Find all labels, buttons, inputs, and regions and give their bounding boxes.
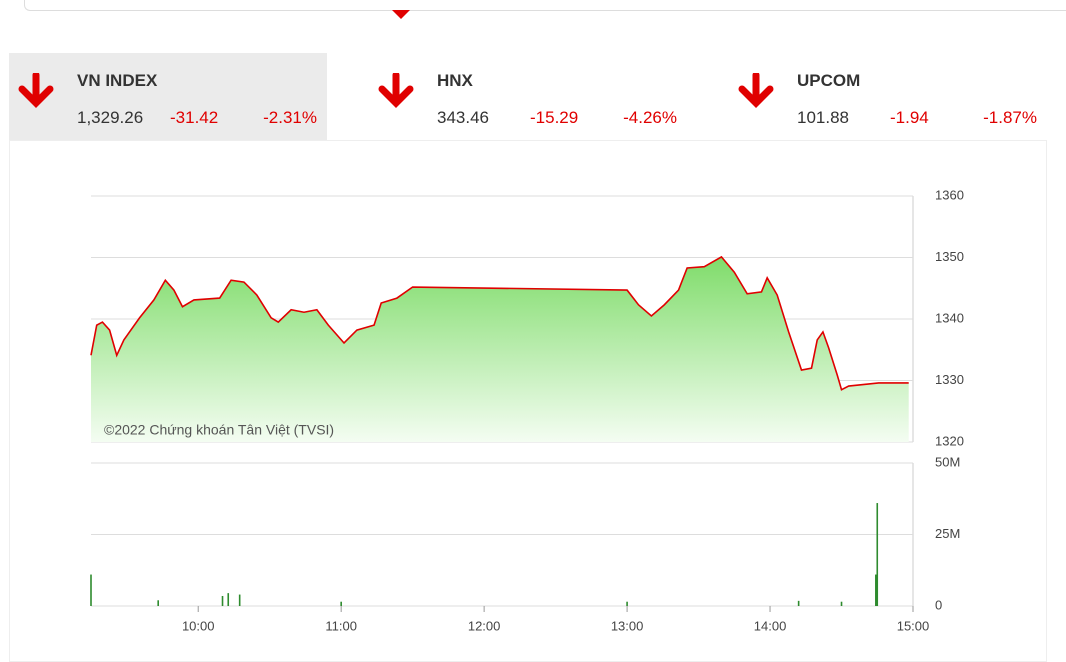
index-tile[interactable]: HNX 343.46 -15.29 -4.26%: [369, 53, 687, 140]
volume-bar: [340, 601, 342, 606]
index-percent: -1.87%: [983, 108, 1037, 127]
x-tick-label: 11:00: [325, 618, 357, 633]
x-tick-label: 15:00: [897, 618, 930, 633]
y-tick-label: 1330: [935, 372, 964, 387]
volume-bar: [221, 595, 224, 606]
index-values: 343.46 -15.29 -4.26%: [437, 108, 677, 128]
down-arrow: [18, 73, 54, 108]
index-tile[interactable]: VN INDEX 1,329.26 -31.42 -2.31%: [9, 53, 327, 140]
volume-bar: [876, 503, 879, 606]
volume-bar: [875, 574, 877, 606]
index-values: 101.88 -1.94 -1.87%: [797, 108, 1037, 128]
y-tick-label: 50M: [935, 454, 960, 469]
y-tick-label: 1350: [935, 249, 964, 264]
x-tick-label: 12:00: [468, 618, 501, 633]
volume-bar: [157, 600, 159, 606]
index-percent: -4.26%: [623, 108, 677, 127]
x-tick-label: 13:00: [611, 618, 644, 633]
area-fill: [91, 256, 909, 442]
down-arrow: [738, 73, 774, 108]
index-change: -15.29: [530, 108, 579, 127]
x-tick-label: 14:00: [754, 618, 787, 633]
index-name: HNX: [437, 71, 473, 90]
price-line: [90, 255, 909, 391]
volume-bar: [227, 593, 230, 606]
index-value: 1,329.26: [77, 108, 144, 127]
y-tick-label: 0: [935, 597, 942, 612]
top-bar: [24, 0, 1066, 11]
index-name: VN INDEX: [77, 71, 158, 90]
index-value: 343.46: [437, 108, 489, 127]
volume-bar: [238, 594, 241, 606]
y-tick-label: 1360: [935, 187, 964, 202]
y-tick-label: 1340: [935, 310, 964, 325]
volume-bar: [840, 601, 843, 606]
volume-bar: [797, 600, 800, 606]
index-change: -1.94: [890, 108, 929, 127]
y-tick-label: 25M: [935, 526, 960, 541]
volume-bar: [90, 574, 92, 606]
index-name: UPCOM: [797, 71, 861, 90]
index-values: 1,329.26 -31.42 -2.31%: [77, 108, 317, 128]
y-tick-label: 1320: [935, 433, 964, 448]
down-arrow: [378, 73, 414, 108]
index-value: 101.88: [797, 108, 849, 127]
index-change: -31.42: [170, 108, 219, 127]
x-tick-label: 10:00: [182, 618, 215, 633]
index-percent: -2.31%: [263, 108, 317, 127]
index-tile[interactable]: UPCOM 101.88 -1.94 -1.87%: [729, 53, 1047, 140]
watermark: ©2022 Chứng khoán Tân Việt (TVSI): [104, 422, 334, 438]
volume-bar: [626, 601, 628, 606]
indicator: [392, 10, 410, 19]
